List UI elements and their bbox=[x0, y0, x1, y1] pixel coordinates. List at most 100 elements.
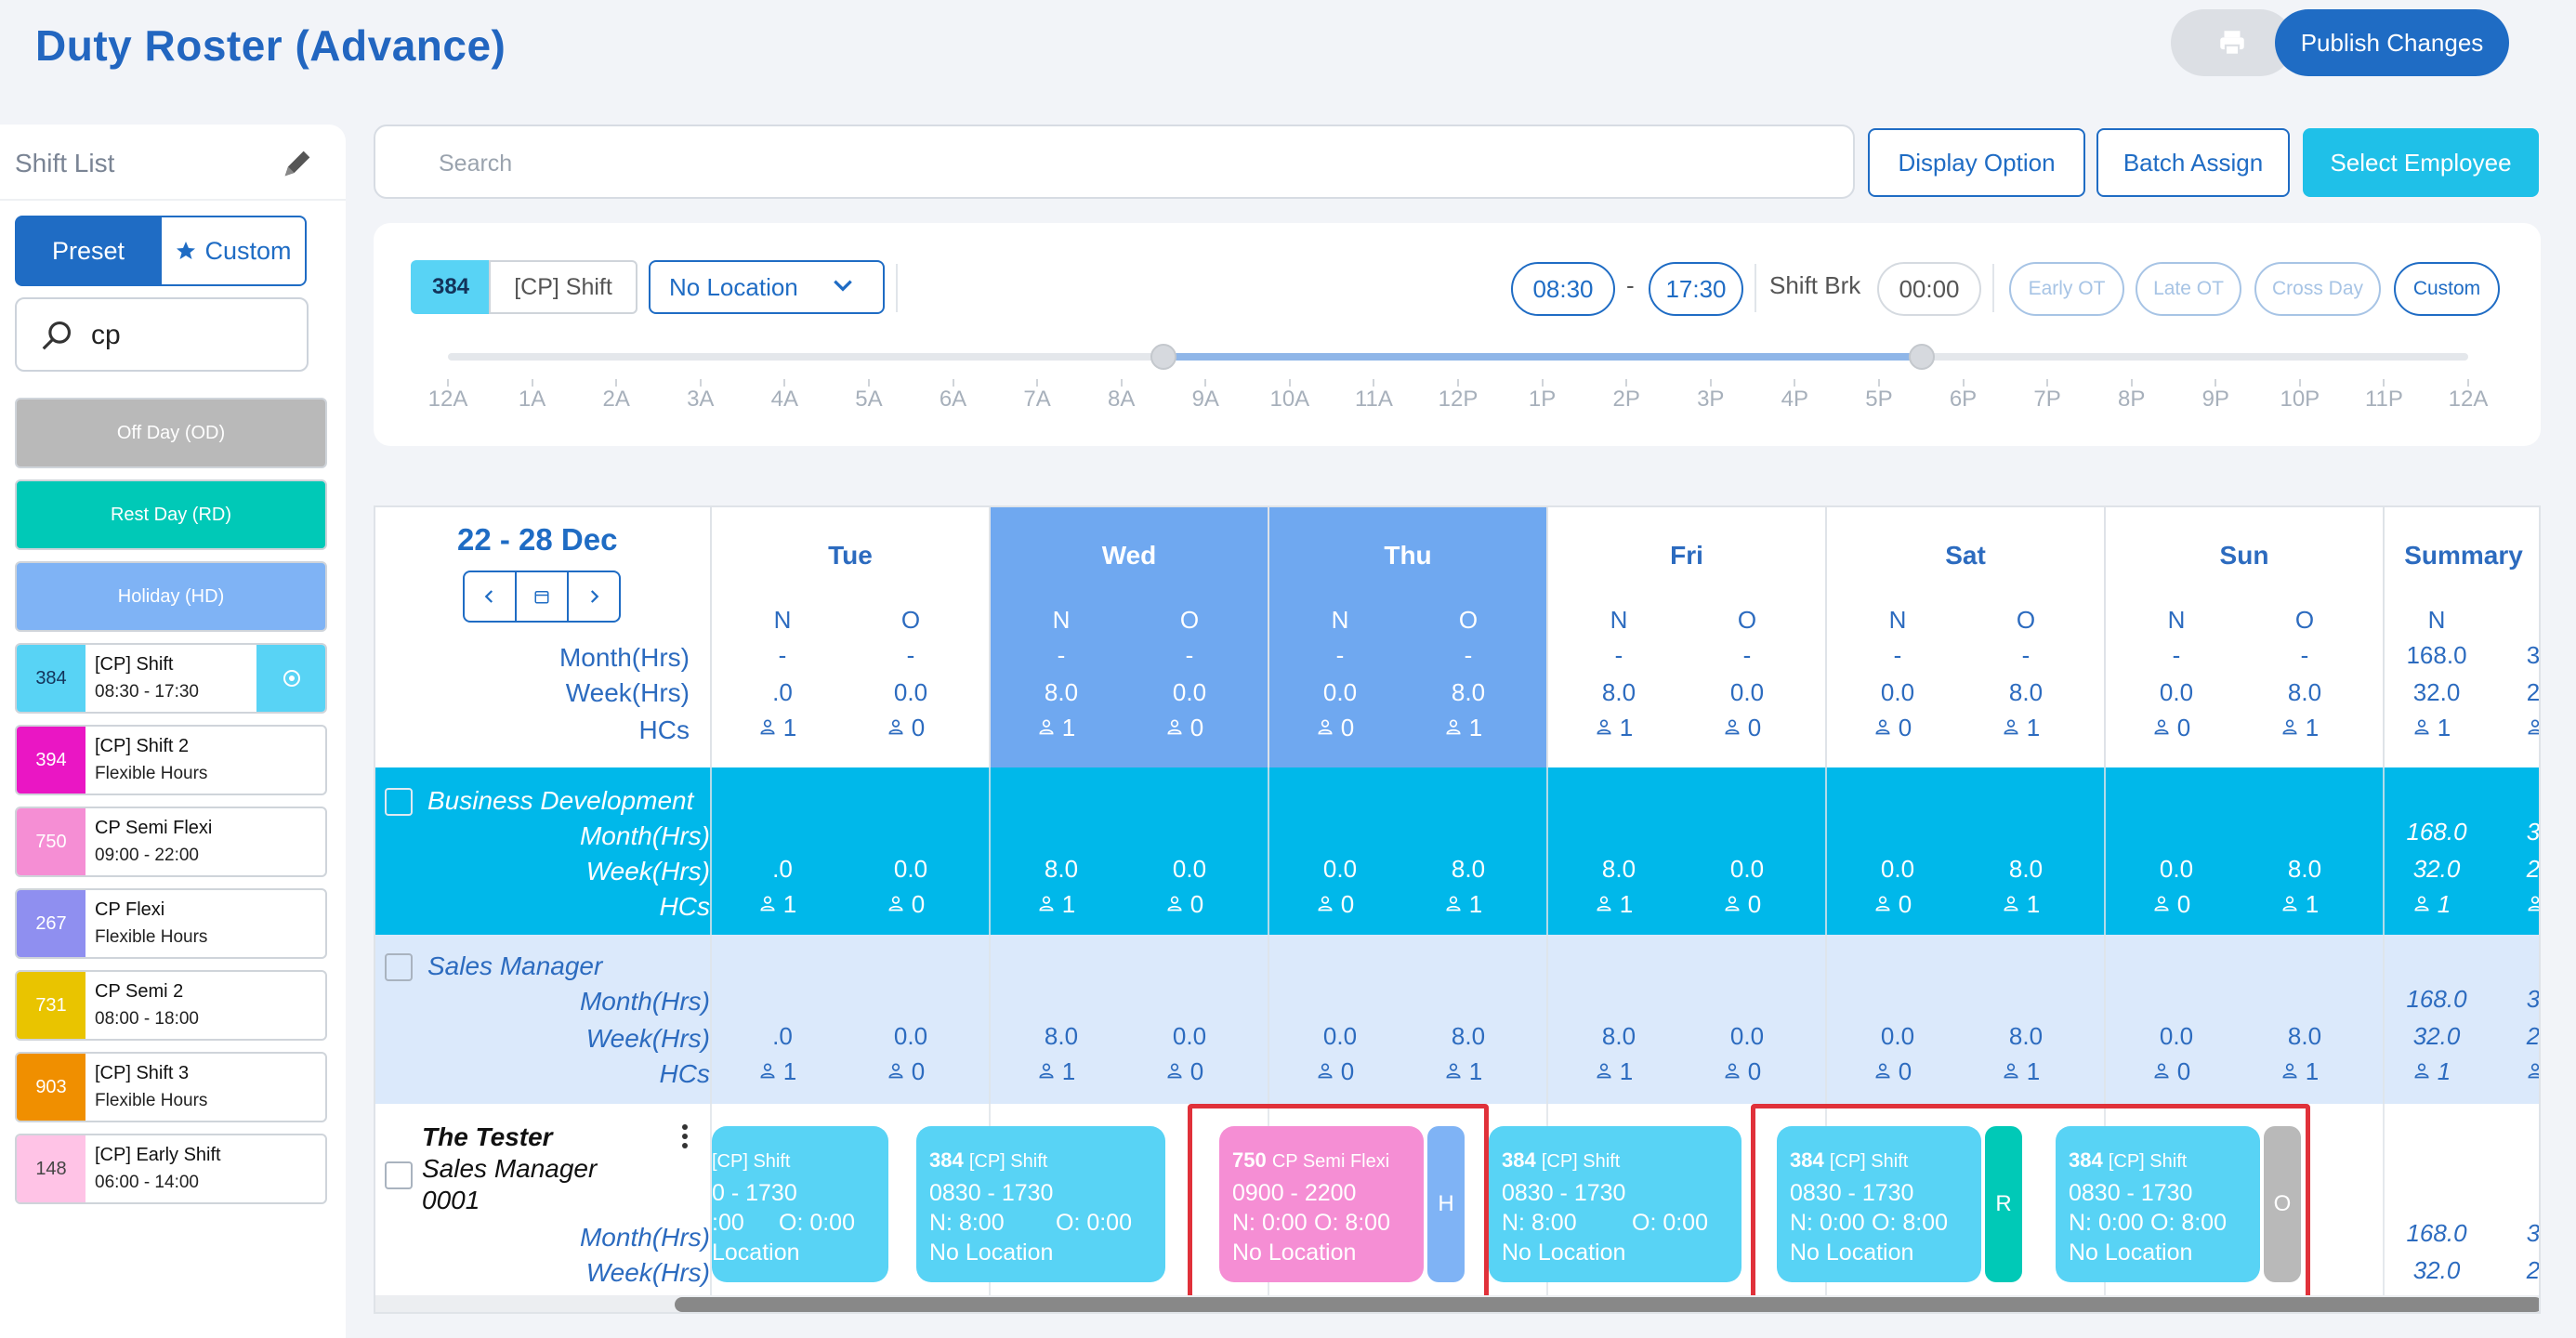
shift-card[interactable]: [CP] Shift 0 - 1730:00 O: 0:00 Location bbox=[712, 1126, 888, 1282]
slider-end-handle[interactable] bbox=[1909, 344, 1935, 370]
day-column-header[interactable]: Wed bbox=[989, 507, 1268, 767]
shift-item-394[interactable]: 394 [CP] Shift 2 Flexible Hours bbox=[15, 725, 327, 795]
hour-tick bbox=[615, 379, 618, 387]
shift-card[interactable]: 384 [CP] Shift 0830 - 1730 N: 8:00 O: 0:00 N… bbox=[1489, 1126, 1741, 1282]
day-column-header[interactable]: Fri bbox=[1546, 507, 1825, 767]
preset-tab[interactable]: Preset bbox=[15, 216, 162, 286]
hour-tick bbox=[531, 379, 533, 387]
off-day-tile[interactable]: Off Day (OD) bbox=[15, 398, 327, 468]
day-column-header[interactable]: Sat bbox=[1825, 507, 2104, 767]
publish-changes-button[interactable]: Publish Changes bbox=[2275, 9, 2509, 76]
hc-normal: 0 bbox=[1340, 714, 1355, 741]
slider-start-handle[interactable] bbox=[1150, 344, 1176, 370]
week-normal: 32.0 bbox=[2412, 1256, 2461, 1284]
day-type-tag[interactable]: O bbox=[2264, 1126, 2301, 1282]
card-ot-hours: O: 0:00 bbox=[1632, 1210, 1708, 1236]
person-icon bbox=[1725, 896, 1740, 912]
card-normal-hours: N: 8:00 bbox=[929, 1210, 1005, 1236]
person-icon bbox=[1446, 1063, 1461, 1079]
custom-button[interactable]: Custom bbox=[2394, 262, 2500, 316]
late-ot-button[interactable]: Late OT bbox=[2136, 262, 2241, 316]
hc-normal: 1 bbox=[782, 890, 797, 918]
shift-item-148[interactable]: 148 [CP] Early Shift 06:00 - 14:00 bbox=[15, 1134, 327, 1204]
hour-tick bbox=[2215, 379, 2217, 387]
day-type-tag[interactable]: R bbox=[1985, 1126, 2022, 1282]
roster-search-input[interactable]: Search bbox=[374, 125, 1855, 199]
day-column-header[interactable]: Sun bbox=[2104, 507, 2383, 767]
start-time-input[interactable]: 08:30 bbox=[1511, 262, 1615, 316]
month-ot: - bbox=[2300, 641, 2309, 669]
early-ot-button[interactable]: Early OT bbox=[2009, 262, 2124, 316]
select-employee-button[interactable]: Select Employee bbox=[2303, 128, 2539, 197]
week-ot: 0.0 bbox=[1172, 855, 1207, 883]
shift-break-input[interactable]: 00:00 bbox=[1877, 262, 1981, 316]
card-code: 384 bbox=[2069, 1148, 2103, 1172]
more-vertical-icon[interactable] bbox=[678, 1122, 691, 1150]
cross-day-button[interactable]: Cross Day bbox=[2254, 262, 2381, 316]
person-icon bbox=[2528, 1063, 2539, 1079]
week-normal: .0 bbox=[772, 678, 793, 706]
group-checkbox[interactable] bbox=[385, 953, 413, 981]
month-normal: 168.0 bbox=[2406, 641, 2467, 669]
shift-item-384[interactable]: 384 [CP] Shift 08:30 - 17:30 bbox=[15, 643, 327, 714]
person-icon bbox=[2154, 1063, 2169, 1079]
shift-item-267[interactable]: 267 CP Flexi Flexible Hours bbox=[15, 888, 327, 959]
card-shift-name: [CP] Shift bbox=[1829, 1151, 1909, 1172]
end-time-input[interactable]: 17:30 bbox=[1649, 262, 1743, 316]
person-icon bbox=[1875, 719, 1890, 735]
shift-code: 384 bbox=[17, 645, 85, 712]
shift-item-750[interactable]: 750 CP Semi Flexi 09:00 - 22:00 bbox=[15, 807, 327, 877]
week-normal: 0.0 bbox=[2159, 1022, 2194, 1050]
day-column-header[interactable]: Tue bbox=[710, 507, 989, 767]
week-ot: 24.0 bbox=[2526, 678, 2541, 706]
day-column-header[interactable]: Thu bbox=[1268, 507, 1546, 767]
person-icon bbox=[2528, 896, 2539, 912]
print-button[interactable] bbox=[2171, 9, 2293, 76]
hour-tick bbox=[1204, 379, 1207, 387]
week-normal: 32.0 bbox=[2412, 855, 2461, 883]
location-dropdown[interactable]: No Location bbox=[649, 260, 885, 314]
divider bbox=[1755, 264, 1756, 312]
person-icon bbox=[2414, 896, 2429, 912]
rest-day-tile[interactable]: Rest Day (RD) bbox=[15, 479, 327, 550]
hour-tick bbox=[1625, 379, 1628, 387]
holiday-tile[interactable]: Holiday (HD) bbox=[15, 561, 327, 632]
shift-card[interactable]: 384 [CP] Shift 0830 - 1730 N: 0:00 O: 8:00 N… bbox=[2056, 1126, 2260, 1282]
display-option-button[interactable]: Display Option bbox=[1868, 128, 2085, 197]
summary-column-header[interactable]: Summary bbox=[2383, 507, 2539, 767]
hour-tick bbox=[1120, 379, 1123, 387]
shift-search-input[interactable]: cp bbox=[15, 297, 309, 372]
shift-card[interactable]: 750 CP Semi Flexi 0900 - 2200 N: 0:00 O: 8:… bbox=[1219, 1126, 1424, 1282]
person-icon bbox=[2282, 719, 2297, 735]
employee-checkbox[interactable] bbox=[385, 1161, 413, 1189]
hour-label: 5A bbox=[855, 387, 883, 412]
shift-card[interactable]: 384 [CP] Shift 0830 - 1730 N: 0:00 O: 8:00 N… bbox=[1777, 1126, 1981, 1282]
day-name: Wed bbox=[1101, 541, 1157, 570]
column-divider bbox=[1268, 767, 1269, 1295]
hc-normal: 0 bbox=[2176, 890, 2191, 918]
batch-assign-button[interactable]: Batch Assign bbox=[2096, 128, 2290, 197]
month-ot: - bbox=[2021, 641, 2031, 669]
hour-tick bbox=[1288, 379, 1291, 387]
prev-week-button[interactable] bbox=[465, 572, 517, 621]
custom-tab[interactable]: Custom bbox=[160, 216, 307, 286]
shift-list-sidebar: Shift List Preset Custom cp Off Day (OD)… bbox=[0, 125, 346, 1338]
hc-ot: 1 bbox=[2305, 890, 2320, 918]
week-ot: 0.0 bbox=[1172, 678, 1207, 706]
calendar-button[interactable] bbox=[517, 572, 569, 621]
week-ot: 24.0 bbox=[2526, 1022, 2541, 1050]
person-icon bbox=[1039, 1063, 1054, 1079]
group-checkbox[interactable] bbox=[385, 788, 413, 816]
shift-item-903[interactable]: 903 [CP] Shift 3 Flexible Hours bbox=[15, 1052, 327, 1122]
week-ot: 0.0 bbox=[1729, 678, 1765, 706]
shift-item-731[interactable]: 731 CP Semi 2 08:00 - 18:00 bbox=[15, 970, 327, 1041]
pencil-icon[interactable] bbox=[279, 145, 316, 182]
next-week-button[interactable] bbox=[569, 572, 619, 621]
day-type-tag[interactable]: H bbox=[1427, 1126, 1465, 1282]
hc-ot: 1 bbox=[2305, 714, 2320, 741]
person-icon bbox=[1875, 896, 1890, 912]
horizontal-scrollbar[interactable] bbox=[675, 1297, 2539, 1312]
shift-card[interactable]: 384 [CP] Shift 0830 - 1730 N: 8:00 O: 0:00 N… bbox=[916, 1126, 1165, 1282]
n-header: N bbox=[1888, 606, 1907, 634]
person-icon bbox=[2528, 719, 2539, 735]
